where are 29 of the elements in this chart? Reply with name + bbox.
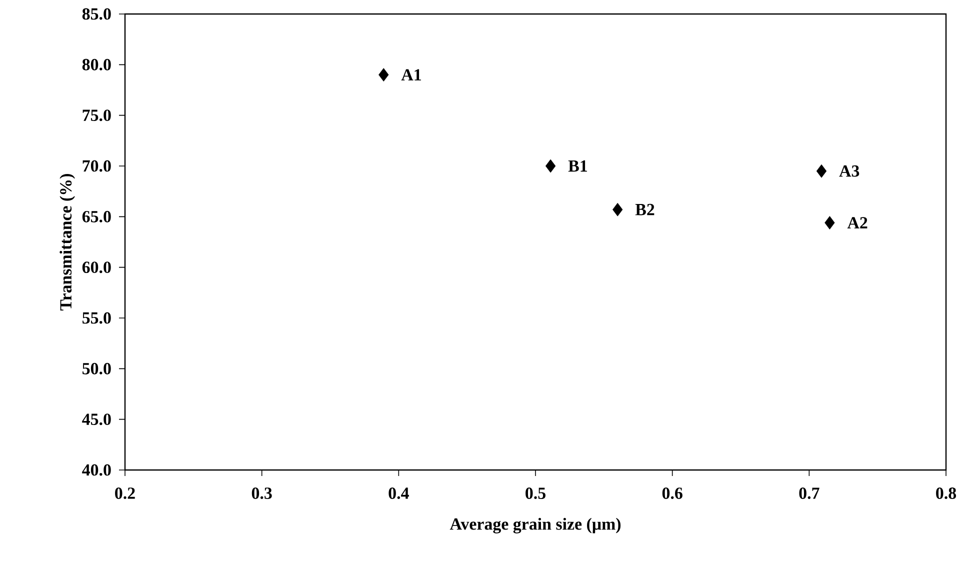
y-axis-title: Transmittance (%) <box>60 174 76 310</box>
annotation: A2 <box>847 217 868 228</box>
x-tick-label: 0.2 <box>115 488 135 500</box>
y-tick-label: 75.0 <box>82 110 111 122</box>
annotation: B1 <box>568 160 587 172</box>
y-tick-label: 85.0 <box>82 8 111 20</box>
x-tick-label: 0.8 <box>936 488 956 500</box>
y-tick-label: 50.0 <box>82 362 111 374</box>
point <box>545 159 556 173</box>
annotation: A3 <box>839 165 860 177</box>
x-tick-label: 0.6 <box>662 488 682 500</box>
x-tick-label: 0.7 <box>799 488 820 500</box>
point <box>612 202 623 216</box>
y-tick-label: 60.0 <box>82 262 111 274</box>
annotation: A1 <box>401 69 421 80</box>
y-tick-label: 65.0 <box>82 210 111 222</box>
point <box>816 164 827 178</box>
x-tick-label: 0.5 <box>526 488 546 500</box>
point <box>824 216 835 230</box>
y-tick-label: 40.0 <box>82 464 111 476</box>
y-tick-label: 70.0 <box>82 160 111 172</box>
x-tick-label: 0.4 <box>388 488 409 500</box>
annotation: B2 <box>635 204 654 216</box>
y-tick-label: 55.0 <box>82 312 111 324</box>
x-tick-label: 0.3 <box>252 488 272 500</box>
y-tick-label: 45.0 <box>82 414 111 426</box>
x-axis-title: Average grain size (μm) <box>450 518 621 534</box>
point <box>378 68 389 82</box>
y-tick-label: 80.0 <box>82 58 111 70</box>
